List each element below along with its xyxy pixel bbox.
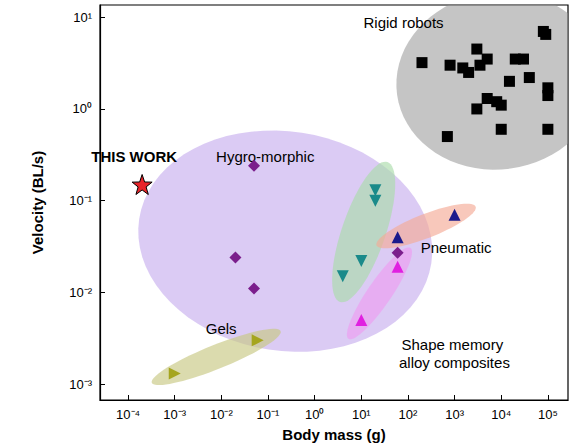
- svg-text:10³: 10³: [445, 407, 464, 422]
- svg-text:10⁻³: 10⁻³: [69, 377, 92, 392]
- svg-text:10¹: 10¹: [73, 10, 92, 25]
- svg-text:10⁻⁴: 10⁻⁴: [116, 407, 140, 422]
- svg-text:10⁰: 10⁰: [305, 407, 324, 422]
- svg-text:10⁰: 10⁰: [73, 101, 92, 116]
- svg-text:Rigid robots: Rigid robots: [364, 14, 444, 31]
- svg-text:10⁻¹: 10⁻¹: [69, 193, 92, 208]
- svg-text:Body mass (g): Body mass (g): [282, 426, 385, 443]
- svg-text:10⁴: 10⁴: [491, 407, 511, 422]
- svg-text:10⁻²: 10⁻²: [69, 285, 92, 300]
- svg-text:10⁻²: 10⁻²: [210, 407, 233, 422]
- svg-text:10⁵: 10⁵: [538, 407, 558, 422]
- svg-text:10¹: 10¹: [352, 407, 371, 422]
- svg-text:Gels: Gels: [206, 320, 237, 337]
- svg-text:THIS WORK: THIS WORK: [91, 148, 177, 165]
- svg-text:10⁻¹: 10⁻¹: [257, 407, 280, 422]
- svg-text:Pneumatic: Pneumatic: [421, 239, 492, 256]
- svg-text:10²: 10²: [399, 407, 418, 422]
- svg-text:Velocity (BL/s): Velocity (BL/s): [29, 151, 46, 254]
- svg-text:10⁻³: 10⁻³: [163, 407, 186, 422]
- svg-text:Shape memory: Shape memory: [402, 336, 508, 353]
- svg-text:alloy composites: alloy composites: [399, 354, 510, 371]
- svg-text:Hygro-morphic: Hygro-morphic: [216, 148, 315, 165]
